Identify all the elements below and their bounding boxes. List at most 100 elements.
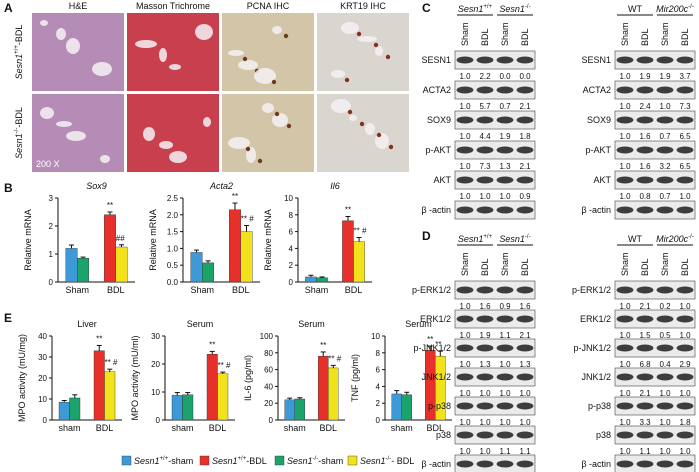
blot-band <box>636 315 654 323</box>
band-quantity: 0.7 <box>499 102 511 111</box>
band-quantity: 1.1 <box>499 447 511 456</box>
band-quantity: 1.0 <box>659 102 671 111</box>
y-tick-label: 100 <box>260 332 274 341</box>
tissue-lumen <box>331 99 351 113</box>
blot-band <box>676 56 694 64</box>
blot-band <box>496 373 514 381</box>
blot-band <box>676 176 694 184</box>
blot-band <box>636 344 654 352</box>
blot-band <box>516 86 534 94</box>
tissue-lumen <box>357 36 377 42</box>
band-quantity: 1.0 <box>619 331 631 340</box>
stain-spot <box>242 56 248 62</box>
y-tick-label: 0 <box>43 416 48 425</box>
band-quantity: 1.0 <box>499 192 511 201</box>
band-quantity: 1.0 <box>619 302 631 311</box>
suffix: - BDL <box>391 456 414 466</box>
tissue-lumen <box>365 123 375 135</box>
blot-band <box>656 176 674 184</box>
band-quantity: 3.3 <box>639 418 651 427</box>
band-quantity: 3.2 <box>659 162 671 171</box>
band-quantity: 1.0 <box>619 192 631 201</box>
error-bar <box>185 392 191 395</box>
bar <box>182 394 194 421</box>
x-tick-label: Sham <box>65 285 89 295</box>
blot-band <box>496 431 514 439</box>
blot-band <box>496 206 514 214</box>
band-quantity: 1.9 <box>499 132 511 141</box>
error-bar <box>308 274 314 277</box>
blot-strip <box>614 396 696 416</box>
band-quantity: 1.0 <box>679 331 691 340</box>
tissue-lumen <box>66 38 80 54</box>
blot-band <box>656 315 674 323</box>
significance: ** # <box>328 354 341 363</box>
blot-band <box>616 176 634 184</box>
lane-label: BDL <box>480 258 490 276</box>
blot-band <box>476 56 494 64</box>
blot-label: AKT <box>593 175 611 185</box>
blot-strip <box>454 110 536 130</box>
suffix: -sham <box>168 456 193 466</box>
y-tick-label: 2.5 <box>167 194 179 203</box>
band-quantity: 1.3 <box>519 360 531 369</box>
blot-band <box>656 86 674 94</box>
group-header: Sesn1-/- <box>499 234 530 244</box>
band-quantity: 6.8 <box>639 360 651 369</box>
column-header: PCNA IHC <box>247 1 290 11</box>
significance: ## <box>116 234 125 243</box>
blot-label: SESN1 <box>421 55 451 65</box>
band-quantity: 1.6 <box>639 132 651 141</box>
significance: ** # <box>105 358 118 367</box>
blot-band <box>496 460 514 468</box>
genotype: -/- <box>688 4 694 10</box>
y-axis-label: IL-6 (pg/ml) <box>243 355 253 401</box>
y-tick-label: 10 <box>284 194 293 203</box>
bar <box>104 371 116 421</box>
tissue-lumen <box>169 64 181 70</box>
band-quantity: 1.0 <box>459 447 471 456</box>
band-quantity: 1.6 <box>479 302 491 311</box>
stain-spot <box>359 121 365 127</box>
blot-strip <box>614 309 696 329</box>
blot-label: p38 <box>596 430 611 440</box>
error-bar <box>394 390 400 394</box>
suffix: -BDL <box>246 456 267 466</box>
band-quantity: 1.1 <box>639 447 651 456</box>
band-quantity: 1.0 <box>679 389 691 398</box>
lane-label: BDL <box>520 258 530 276</box>
lane-label: Sham <box>460 22 470 46</box>
gene-name: Sesn1 <box>134 456 160 466</box>
x-tick-label: Sham <box>190 285 214 295</box>
significance: ** <box>96 334 102 343</box>
genotype: -/- <box>525 234 531 240</box>
band-quantity: 2.9 <box>679 360 691 369</box>
band-quantity: 7.3 <box>679 102 691 111</box>
stain-spot <box>245 146 251 152</box>
genotype: +/+ <box>14 45 20 54</box>
gene-name: Sesn1 <box>499 4 525 14</box>
bar <box>217 373 229 421</box>
bar <box>69 397 81 421</box>
y-tick-label: 80 <box>264 349 273 358</box>
band-quantity: 1.0 <box>679 192 691 201</box>
bar <box>240 231 253 283</box>
panel-label: B <box>4 181 13 195</box>
x-tick-label: BDL <box>232 285 250 295</box>
group-header: Mir200c-/- <box>656 234 694 244</box>
y-tick-label: 6 <box>376 366 381 375</box>
band-quantity: 1.0 <box>459 162 471 171</box>
band-quantity: 1.8 <box>519 132 531 141</box>
stain-spot <box>283 33 289 39</box>
band-quantity: 1.0 <box>479 389 491 398</box>
tissue-lumen <box>228 50 244 56</box>
error-bar <box>209 350 215 355</box>
blot-strip <box>614 80 696 100</box>
y-tick-label: 40 <box>38 332 47 341</box>
x-tick-label: sham <box>171 423 193 433</box>
x-tick-label: BDL <box>209 423 227 433</box>
blot-band <box>456 402 474 410</box>
panel-label: C <box>422 1 431 15</box>
blot-strip <box>614 280 696 300</box>
lane-label: Sham <box>500 22 510 46</box>
